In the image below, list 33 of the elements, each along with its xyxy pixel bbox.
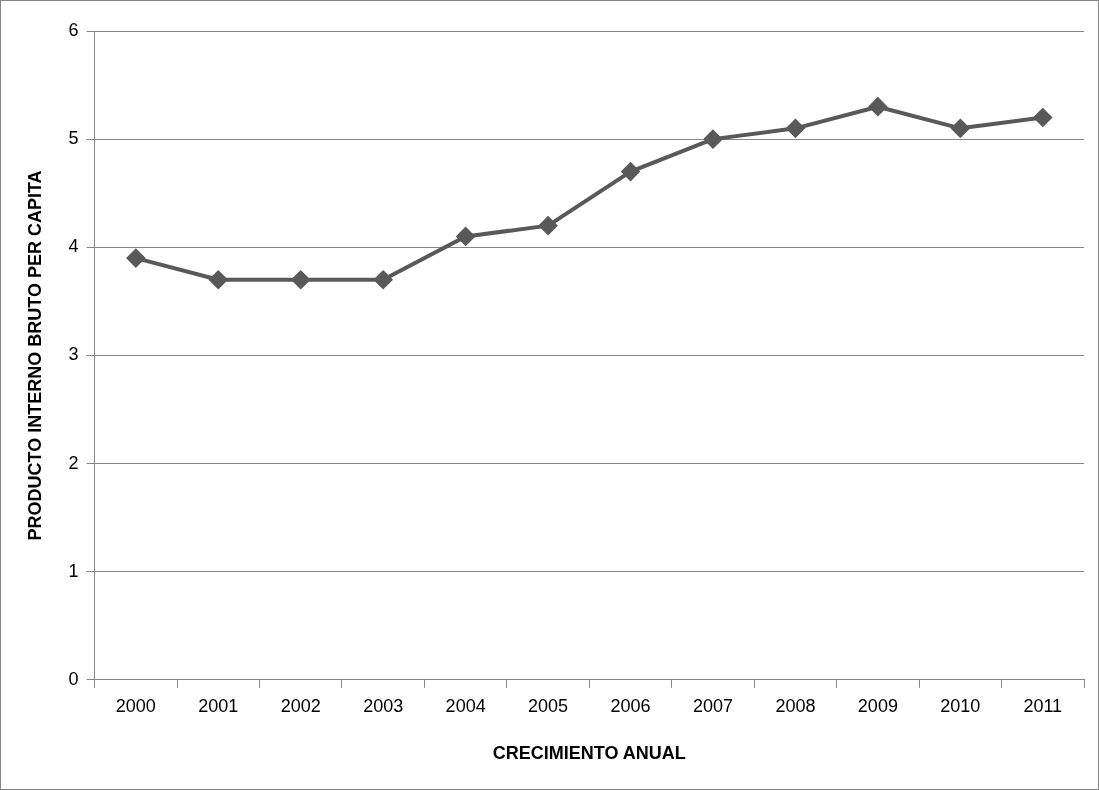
point bbox=[786, 119, 805, 138]
y-tick-label: 1 bbox=[68, 560, 79, 581]
x-tick-label: 2005 bbox=[528, 695, 569, 716]
point bbox=[126, 249, 145, 268]
x-tick-label: 2007 bbox=[692, 695, 733, 716]
y-axis-title: PRODUCTO INTERNO BRUTO PER CAPITA bbox=[24, 170, 45, 541]
y-tick-label: 2 bbox=[68, 452, 79, 473]
x-tick-label: 2009 bbox=[857, 695, 898, 716]
point bbox=[868, 97, 887, 116]
point bbox=[291, 270, 310, 289]
x-tick-label: 2011 bbox=[1023, 695, 1063, 716]
x-tick-label: 2004 bbox=[445, 695, 486, 716]
x-tick-label: 2010 bbox=[940, 695, 981, 716]
point bbox=[209, 270, 228, 289]
x-tick-label: 2003 bbox=[363, 695, 404, 716]
y-tick-label: 6 bbox=[68, 19, 79, 40]
point bbox=[374, 270, 393, 289]
point bbox=[1033, 108, 1052, 127]
point bbox=[456, 227, 475, 246]
x-axis-title: CRECIMIENTO ANUAL bbox=[492, 743, 686, 764]
x-tick-label: 2001 bbox=[198, 695, 239, 716]
x-tick-label: 2002 bbox=[280, 695, 321, 716]
y-tick-label: 3 bbox=[68, 344, 79, 365]
y-tick-label: 5 bbox=[68, 128, 79, 149]
x-tick-label: 2008 bbox=[775, 695, 816, 716]
x-tick-label: 2006 bbox=[610, 695, 651, 716]
x-tick-label: 2000 bbox=[115, 695, 156, 716]
point bbox=[621, 162, 640, 181]
point bbox=[703, 130, 722, 149]
point bbox=[951, 119, 970, 138]
point bbox=[539, 216, 558, 235]
y-tick-label: 0 bbox=[68, 668, 79, 689]
y-tick-label: 4 bbox=[68, 236, 79, 257]
